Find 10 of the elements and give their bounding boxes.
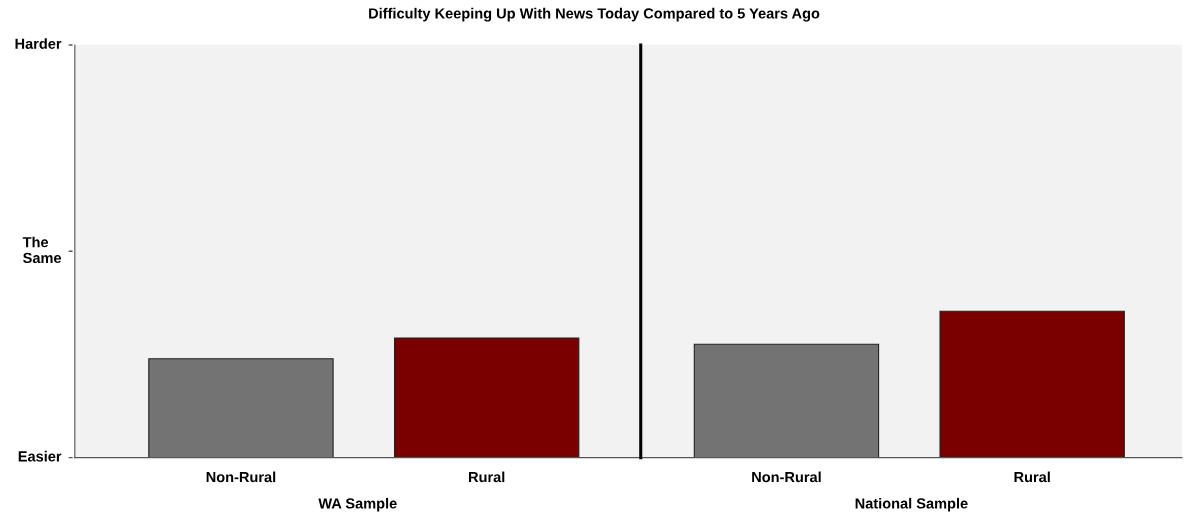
x-tick-label: Non-Rural [752, 471, 821, 483]
x-tick-label: Rural [469, 471, 505, 483]
text: Easier [18, 450, 62, 462]
x-tick-label: Non-Rural [206, 471, 276, 483]
text: WA Sample [318, 497, 397, 512]
text: The Same [22, 236, 62, 264]
text: Harder [15, 38, 62, 49]
chart-title: Difficulty Keeping Up With News Today Compared to 5 Years Ago [369, 7, 820, 22]
x-tick-label: Rural [1014, 471, 1050, 483]
text: National Sample [855, 497, 968, 512]
